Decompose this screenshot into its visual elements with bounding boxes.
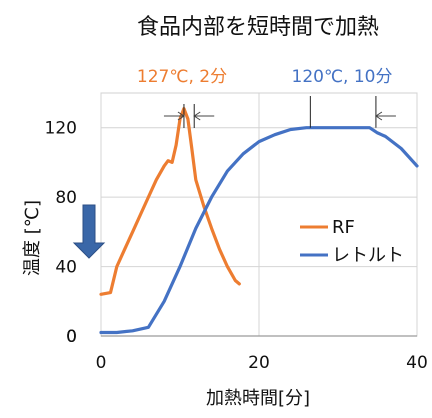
annotation-retort: 120℃, 10分: [292, 67, 393, 87]
y-axis-title: 温度 [℃]: [22, 200, 43, 276]
rf-hold-marker: [163, 104, 215, 128]
legend-label-0: RF: [332, 217, 355, 238]
x-axis-title: 加熱時間[分]: [206, 388, 310, 409]
x-tick-label: 20: [248, 353, 270, 373]
series-line-0: [99, 107, 241, 296]
y-tick-label: 0: [66, 327, 77, 347]
chart-title: 食品内部を短時間で加熱: [137, 15, 379, 40]
down-arrow: [72, 204, 106, 259]
series-line-1: [99, 126, 419, 335]
y-tick-label: 0: [66, 327, 77, 347]
y-tick-label: 80: [55, 188, 77, 208]
x-tick-label: 40: [406, 353, 428, 373]
marker-arrow: [163, 111, 185, 121]
marker-arrow: [375, 111, 396, 121]
retort-hold-marker: [309, 96, 396, 128]
x-tick-label: 0: [96, 353, 107, 373]
y-tick-label: 120: [45, 119, 77, 139]
y-tick-label: 40: [55, 258, 77, 278]
interval-markers: [163, 96, 396, 128]
legend-label-1: レトルト: [332, 245, 404, 266]
annotation-rf: 127℃, 2分: [137, 67, 227, 87]
legend: RF レトルト: [300, 217, 404, 266]
marker-arrow: [193, 111, 215, 121]
grid: [72, 92, 418, 337]
series-group: [99, 107, 419, 335]
